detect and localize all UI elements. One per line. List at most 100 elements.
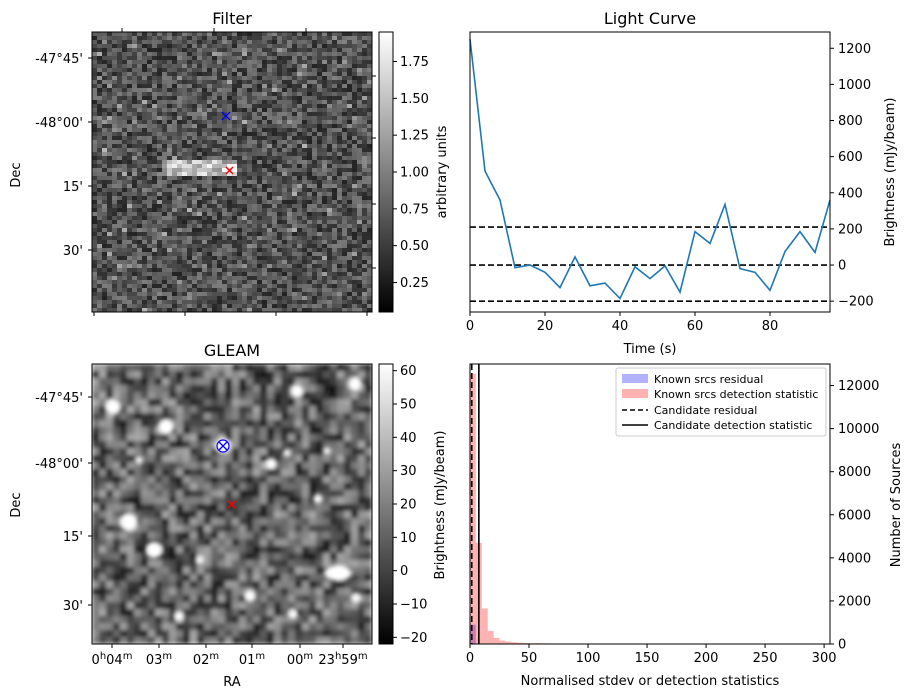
filter-pixel: [322, 208, 327, 212]
filter-pixel: [142, 176, 147, 180]
filter-pixel: [182, 264, 187, 268]
filter-pixel: [357, 136, 362, 140]
gleam-pixel: [274, 392, 281, 399]
filter-pixel: [212, 268, 217, 272]
gleam-pixel: [176, 532, 183, 539]
filter-pixel: [357, 244, 362, 248]
gleam-pixel: [127, 427, 134, 434]
gleam-pixel: [351, 371, 358, 378]
filter-pixel: [237, 196, 242, 200]
gleam-pixel: [351, 434, 358, 441]
gleam-pixel: [225, 469, 232, 476]
filter-pixel: [222, 128, 227, 132]
filter-pixel: [267, 68, 272, 72]
filter-pixel: [147, 200, 152, 204]
filter-pixel: [317, 88, 322, 92]
filter-pixel: [367, 200, 372, 204]
filter-pixel: [257, 200, 262, 204]
filter-pixel: [362, 96, 367, 100]
filter-pixel: [197, 100, 202, 104]
filter-pixel: [142, 256, 147, 260]
filter-pixel: [292, 56, 297, 60]
filter-pixel: [312, 232, 317, 236]
filter-pixel: [347, 48, 352, 52]
filter-pixel: [257, 48, 262, 52]
filter-pixel: [147, 276, 152, 280]
filter-pixel: [237, 244, 242, 248]
filter-pixel: [162, 128, 167, 132]
filter-pixel: [207, 300, 212, 304]
filter-pixel: [167, 64, 172, 68]
gleam-pixel: [239, 497, 246, 504]
filter-pixel: [267, 48, 272, 52]
gleam-pixel: [302, 399, 309, 406]
filter-pixel: [202, 132, 207, 136]
filter-pixel: [347, 104, 352, 108]
filter-pixel: [152, 196, 157, 200]
filter-pixel: [337, 240, 342, 244]
filter-pixel: [227, 176, 232, 180]
filter-pixel: [247, 40, 252, 44]
filter-pixel: [332, 208, 337, 212]
gleam-pixel: [253, 490, 260, 497]
filter-pixel: [127, 268, 132, 272]
gleam-pixel: [204, 392, 211, 399]
filter-pixel: [292, 168, 297, 172]
gleam-pixel: [113, 434, 120, 441]
filter-pixel: [232, 132, 237, 136]
filter-pixel: [202, 32, 207, 36]
filter-pixel: [212, 44, 217, 48]
filter-pixel: [297, 300, 302, 304]
filter-pixel: [222, 144, 227, 148]
filter-pixel: [167, 116, 172, 120]
filter-pixel: [322, 68, 327, 72]
filter-pixel: [122, 308, 127, 312]
filter-pixel: [297, 144, 302, 148]
filter-pixel: [277, 76, 282, 80]
filter-pixel: [147, 280, 152, 284]
filter-pixel: [352, 76, 357, 80]
filter-pixel: [192, 252, 197, 256]
filter-pixel: [112, 100, 117, 104]
filter-pixel: [312, 104, 317, 108]
filter-pixel: [362, 40, 367, 44]
filter-pixel: [277, 64, 282, 68]
filter-pixel: [247, 280, 252, 284]
filter-pixel: [312, 156, 317, 160]
filter-pixel: [137, 164, 142, 168]
filter-pixel: [117, 260, 122, 264]
filter-pixel: [182, 160, 187, 164]
gleam-pixel: [197, 518, 204, 525]
filter-pixel: [242, 72, 247, 76]
filter-pixel: [257, 44, 262, 48]
filter-pixel: [182, 192, 187, 196]
filter-pixel: [187, 192, 192, 196]
filter-pixel: [262, 92, 267, 96]
filter-pixel: [97, 40, 102, 44]
filter-pixel: [122, 64, 127, 68]
gleam-pixel: [211, 406, 218, 413]
filter-pixel: [277, 288, 282, 292]
gleam-pixel: [302, 504, 309, 511]
filter-pixel: [342, 276, 347, 280]
filter-pixel: [287, 248, 292, 252]
filter-pixel: [192, 228, 197, 232]
filter-pixel: [227, 184, 232, 188]
filter-pixel: [217, 144, 222, 148]
filter-pixel: [152, 48, 157, 52]
filter-pixel: [237, 100, 242, 104]
filter-pixel: [312, 124, 317, 128]
filter-pixel: [277, 300, 282, 304]
gleam-pixel: [344, 413, 351, 420]
filter-pixel: [277, 196, 282, 200]
filter-pixel: [217, 32, 222, 36]
filter-pixel: [257, 288, 262, 292]
filter-pixel: [137, 104, 142, 108]
light-curve-line: [469, 39, 831, 300]
filter-pixel: [262, 80, 267, 84]
filter-pixel: [147, 124, 152, 128]
filter-pixel: [132, 32, 137, 36]
filter-pixel: [92, 168, 97, 172]
filter-pixel: [242, 96, 247, 100]
gleam-pixel: [358, 413, 365, 420]
